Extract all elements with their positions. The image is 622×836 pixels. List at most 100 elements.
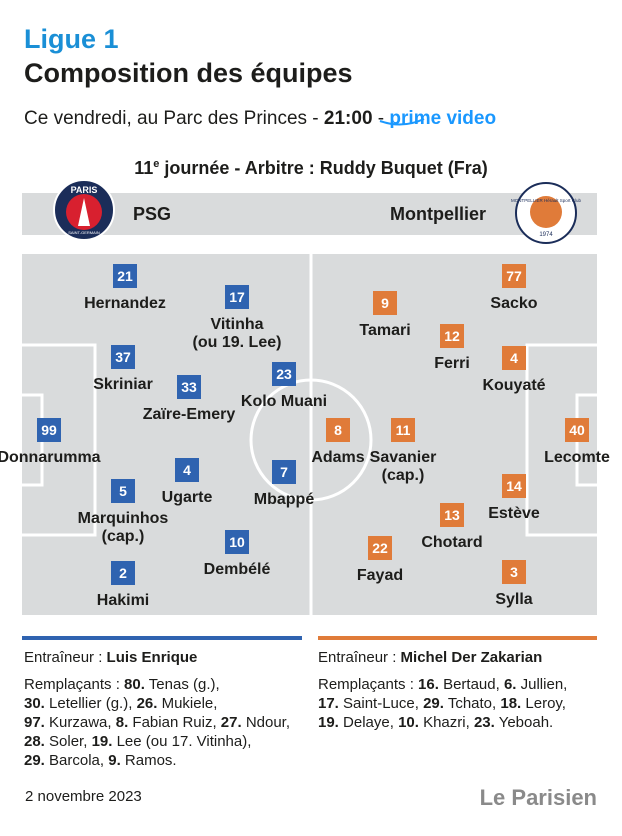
player-name: Mbappé [254,491,315,508]
player-number: 9 [381,295,389,311]
player-number: 99 [41,422,57,438]
substitute-text: Leroy, [521,695,566,712]
substitute-text: Yeboah. [495,714,553,731]
substitute-text: Remplaçants : [24,676,124,693]
player-number: 4 [510,350,518,366]
player-number: 14 [506,478,522,494]
number-box [326,418,350,442]
player: 4 Ugarte [162,458,212,506]
player-name: Zaïre-Emery [143,406,236,423]
player-number: 77 [506,268,522,284]
player: 4 Kouyaté [482,346,546,394]
pitch [18,254,601,615]
round-number: 11 [134,158,153,178]
team-bar [22,193,597,235]
player-number: 37 [115,349,131,365]
player-name: Sylla [495,591,532,608]
player-number: 10 [229,534,245,550]
player-number: 12 [444,328,460,344]
substitute-number: 19. [318,714,339,731]
player-name: (cap.) [382,467,425,484]
number-box [502,264,526,288]
number-box [373,291,397,315]
player: 33 Zaïre-Emery [143,375,236,423]
title: Composition des équipes [24,58,353,88]
player-name: (cap.) [102,528,145,545]
player: 12 Ferri [434,324,470,372]
substitute-text: Saint-Luce, [339,695,423,712]
substitutes-line: 17. Saint-Luce, 29. Tchato, 18. Leroy, [318,695,566,712]
psg-logo-text: PARIS [71,185,98,195]
mhsc-logo-year: 1974 [539,232,553,238]
substitutes-line: 19. Delaye, 10. Khazri, 23. Yeboah. [318,714,553,731]
substitute-text: Lee (ou 17. Vitinha), [112,733,251,750]
substitute-text: Letellier (g.), [45,695,137,712]
player-name: Adams [311,449,364,466]
substitute-text: Ramos. [121,752,177,769]
substitute-number: 23. [474,714,495,731]
player: 99 Donnarumma [0,418,101,466]
player-name: Skriniar [93,376,153,393]
substitute-number: 97. [24,714,45,731]
number-box [391,418,415,442]
player-number: 7 [280,464,288,480]
number-box [111,345,135,369]
player-number: 17 [229,289,245,305]
player: 13 Chotard [421,503,483,551]
kickoff-time: 21:00 [324,108,373,129]
number-box [565,418,589,442]
mhsc-logo-inner [530,196,562,228]
broadcaster: prime video [389,108,496,129]
substitute-text: Delaye, [339,714,398,731]
round-suffix: e [153,158,159,170]
player-number: 33 [181,379,197,395]
player: 11 Savanier(cap.) [370,418,436,484]
player-number: 11 [396,422,411,438]
player-number: 21 [117,268,133,284]
player: 9 Tamari [359,291,411,339]
substitutes-line: 97. Kurzawa, 8. Fabian Ruiz, 27. Ndour, [24,714,290,731]
player-number: 8 [334,422,342,438]
number-box [368,536,392,560]
player: 22 Fayad [357,536,403,584]
number-box [440,324,464,348]
substitute-number: 29. [423,695,444,712]
player-number: 40 [569,422,585,438]
coach-label: Entraîneur : [24,649,107,666]
player-name: Vitinha [210,316,263,333]
number-box [225,285,249,309]
brand: Le Parisien [480,785,597,810]
player: 40 Lecomte [544,418,610,466]
player: 3 Sylla [495,560,533,608]
player: 5 Marquinhos(cap.) [78,479,168,545]
coach: Entraîneur : Michel Der Zakarian [318,649,542,666]
separator: - [373,108,390,129]
substitute-text: Tchato, [444,695,500,712]
player-number: 22 [372,540,388,556]
player: 17 Vitinha(ou 19. Lee) [193,285,281,351]
coach: Entraîneur : Luis Enrique [24,649,197,666]
player-number: 5 [119,483,127,499]
substitute-text: Tenas (g.), [145,676,220,693]
substitute-number: 30. [24,695,45,712]
round-text: journée - Arbitre : Ruddy Buquet (Fra) [159,158,487,178]
player: 23 Kolo Muani [241,362,327,410]
player: 37 Skriniar [93,345,153,393]
player-name: Sacko [490,295,537,312]
player-number: 13 [444,507,460,523]
substitute-number: 16. [418,676,439,693]
substitute-number: 10. [398,714,419,731]
center-circle [249,378,373,502]
coach-name: Luis Enrique [107,649,198,666]
player-name: Kouyaté [482,377,545,394]
player-name: Tamari [359,322,410,339]
substitutes-line: 28. Soler, 19. Lee (ou 17. Vitinha), [24,733,251,750]
staff: Entraîneur : Luis Enrique Remplaçants : 8… [24,649,567,769]
substitute-text: Jullien, [516,676,567,693]
substitute-text: Khazri, [419,714,474,731]
player-name: Lecomte [544,449,610,466]
substitute-number: 29. [24,752,45,769]
substitute-number: 17. [318,695,339,712]
coach-name: Michel Der Zakarian [401,649,543,666]
